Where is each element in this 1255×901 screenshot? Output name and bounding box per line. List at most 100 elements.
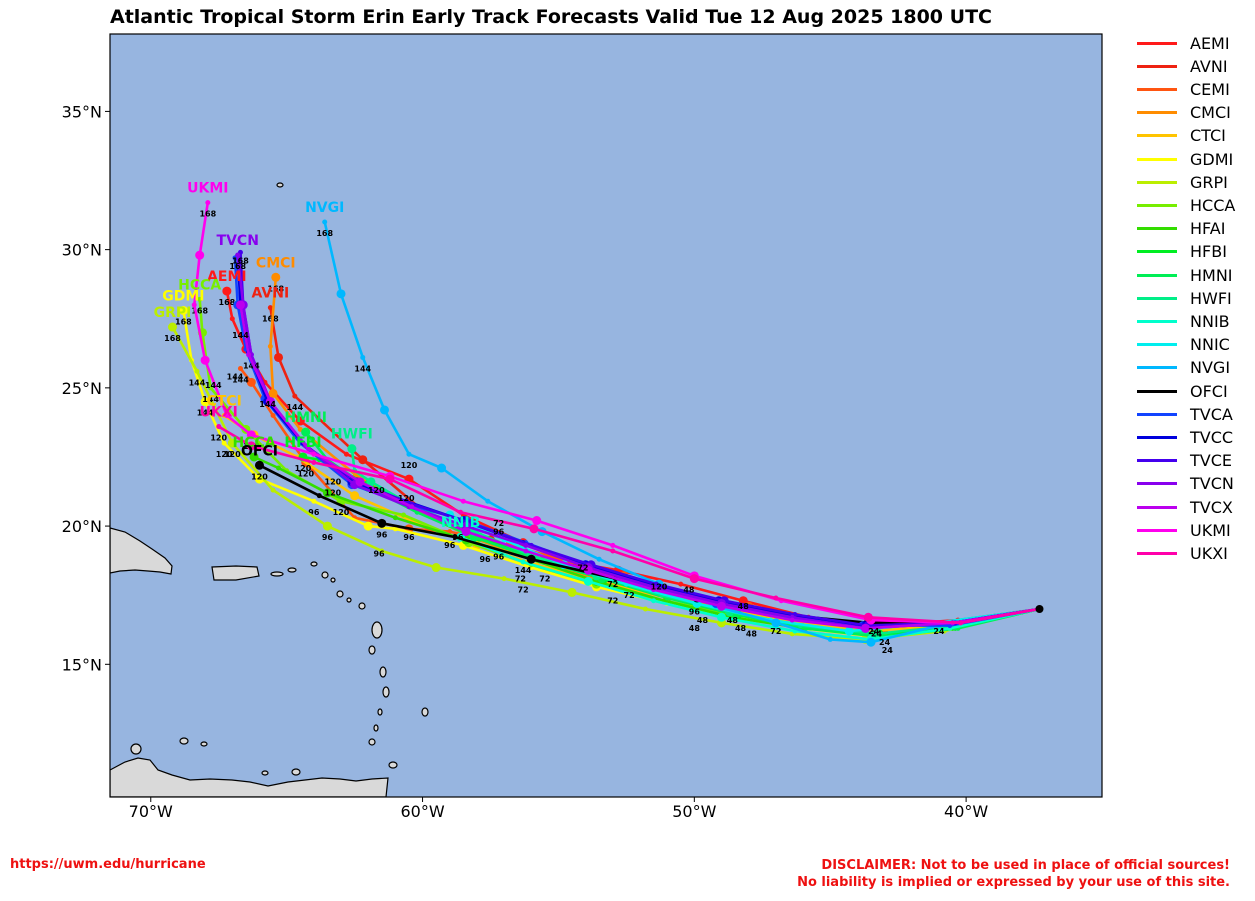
legend-label: NNIC (1190, 335, 1230, 355)
track-point (844, 626, 854, 636)
legend-swatch (1137, 435, 1177, 439)
model-name-label: HCCA (232, 435, 275, 451)
disclaimer-line-1: DISCLAIMER: Not to be used in place of o… (821, 858, 1230, 873)
legend-item-nvgi: NVGI (1137, 357, 1230, 379)
track-point (208, 385, 214, 391)
legend-swatch (1137, 250, 1177, 254)
disclaimer: DISCLAIMER: Not to be used in place of o… (797, 857, 1230, 891)
x-tick-label: 40°W (944, 802, 988, 821)
x-tick-label: 70°W (129, 802, 173, 821)
legend-item-aemi: AEMI (1137, 32, 1230, 54)
forecast-hour-label: 72 (493, 519, 504, 528)
track-point (301, 427, 311, 437)
forecast-hour-label: 168 (199, 210, 216, 219)
track-point (583, 565, 593, 575)
model-name-label: CMCI (256, 255, 296, 271)
track-point (366, 477, 376, 487)
forecast-hour-label: 96 (376, 530, 388, 539)
track-point (194, 368, 200, 374)
forecast-hour-label: 24 (879, 638, 891, 647)
track-point (583, 576, 593, 586)
track-point (205, 200, 211, 206)
track-point (358, 455, 368, 465)
model-name-label: UKXI (200, 405, 238, 421)
legend-label: TVCE (1190, 451, 1232, 471)
legend-swatch (1137, 366, 1177, 370)
forecast-hour-label: 144 (189, 378, 206, 387)
track-point (523, 542, 529, 548)
track-point (363, 521, 373, 531)
forecast-hour-label: 144 (197, 409, 214, 418)
forecast-hour-label: 120 (368, 486, 385, 495)
legend-swatch (1137, 273, 1177, 277)
forecast-hour-label: 96 (373, 549, 385, 558)
forecast-hour-label: 168 (262, 315, 279, 324)
forecast-hour-label: 48 (689, 624, 701, 633)
track-point (651, 598, 657, 604)
track-point (229, 316, 235, 322)
track-point (267, 343, 273, 349)
track-point (227, 438, 237, 448)
track-point (485, 498, 491, 504)
storm-origin-point (1035, 605, 1044, 614)
x-tick-label: 50°W (672, 802, 716, 821)
legend-item-ctci: CTCI (1137, 125, 1226, 147)
forecast-hour-label: 96 (493, 527, 505, 536)
track-line (218, 425, 1040, 625)
track-point (866, 637, 876, 647)
forecast-hour-label: 168 (219, 298, 236, 307)
legend-item-ofci: OFCI (1137, 380, 1228, 402)
model-name-label: AVNI (252, 286, 290, 302)
model-name-label: NNIB (441, 515, 480, 531)
forecast-hour-label: 144 (259, 400, 276, 409)
track-point (771, 618, 781, 628)
model-name-label: AEMI (207, 269, 247, 285)
legend-swatch (1137, 157, 1177, 161)
legend-item-tvcc: TVCC (1137, 426, 1233, 448)
footer-url[interactable]: https://uwm.edu/hurricane (10, 857, 206, 872)
legend-item-tvcx: TVCX (1137, 496, 1233, 518)
track-point (347, 444, 357, 454)
track-point (678, 581, 684, 587)
legend-label: GRPI (1190, 172, 1228, 192)
legend-label: UKMI (1190, 520, 1231, 540)
track-point (249, 452, 259, 462)
legend-swatch (1137, 134, 1177, 138)
legend-item-nnib: NNIB (1137, 310, 1230, 332)
legend-item-hfbi: HFBI (1137, 241, 1227, 263)
legend-swatch (1137, 459, 1177, 463)
forecast-hour-label: 120 (216, 450, 233, 459)
legend-swatch (1137, 203, 1177, 207)
track-point (406, 451, 412, 457)
legend-swatch (1137, 528, 1177, 532)
legend-label: CMCI (1190, 103, 1231, 123)
track-point (316, 493, 322, 499)
forecast-hour-label: 96 (403, 533, 415, 542)
track-point (224, 413, 230, 418)
legend-swatch (1137, 180, 1177, 184)
y-tick-label: 25°N (62, 379, 102, 398)
model-name-label: UKMI (187, 181, 228, 197)
forecast-hour-label: 120 (297, 469, 314, 478)
forecast-hour-label: 168 (191, 306, 208, 315)
legend-label: CEMI (1190, 79, 1230, 99)
track-point (431, 563, 441, 573)
forecast-hour-label: 168 (175, 317, 192, 326)
model-name-label: GDMI (162, 288, 204, 304)
legend-label: HWFI (1190, 288, 1232, 308)
legend-label: AVNI (1190, 56, 1228, 76)
track-point (452, 534, 458, 540)
forecast-hour-label: 48 (738, 602, 750, 611)
track-point (689, 574, 699, 584)
track-line (323, 221, 1040, 644)
legend-swatch (1137, 319, 1177, 323)
south-america-land (110, 757, 389, 797)
track-point (200, 397, 210, 407)
forecast-hour-label: 168 (316, 229, 333, 238)
legend-swatch (1137, 551, 1177, 555)
track-point (461, 527, 471, 537)
track-point (717, 612, 727, 622)
forecast-hour-label: 72 (518, 585, 529, 594)
model-name-label: GRPI (154, 305, 192, 321)
